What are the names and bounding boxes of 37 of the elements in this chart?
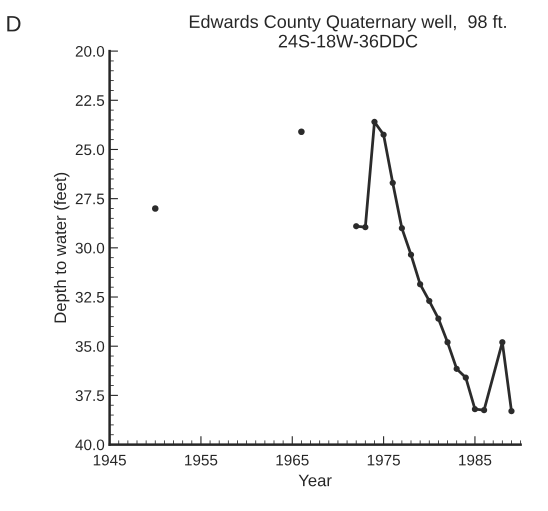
x-tick-label: 1985: [459, 454, 492, 466]
point: [380, 132, 387, 138]
y-tick-label: 22.5: [76, 95, 104, 106]
point: [398, 225, 405, 232]
point: [408, 252, 414, 258]
y-tick-label: 25.0: [76, 144, 104, 156]
point: [454, 366, 460, 372]
point: [435, 316, 442, 322]
point: [462, 374, 469, 381]
y-tick-label: 35.0: [76, 341, 104, 352]
point: [508, 408, 515, 414]
point: [362, 224, 368, 230]
y-tick-label: 20.0: [76, 46, 104, 57]
y-tick-label: 37.5: [76, 390, 104, 402]
point: [417, 281, 424, 288]
x-axis-title: Year: [298, 474, 332, 486]
chart-title: Edwards County Quaternary well, 98 ft. 24S-18W-36DDC: [190, 14, 506, 48]
point: [390, 180, 396, 186]
text: D: [7, 16, 20, 32]
point: [353, 223, 360, 230]
x-tick-label: 1975: [368, 454, 400, 466]
point: [472, 406, 478, 412]
point: [152, 205, 159, 212]
point: [499, 339, 506, 346]
x-tick-label: 1955: [185, 454, 218, 466]
point: [426, 298, 432, 304]
x-tick-label: 1945: [94, 454, 126, 466]
point: [371, 118, 378, 126]
y-tick-label: 40.0: [75, 439, 104, 450]
y-tick-label: 32.5: [76, 292, 104, 303]
y-axis-title: Depth to water (feet): [54, 172, 70, 322]
point: [444, 339, 451, 346]
y-tick-label: 30.0: [76, 242, 104, 254]
y-tick-label: 27.5: [76, 194, 104, 204]
x-tick-label: 1965: [276, 454, 309, 466]
point: [480, 407, 488, 414]
point: [298, 128, 305, 136]
